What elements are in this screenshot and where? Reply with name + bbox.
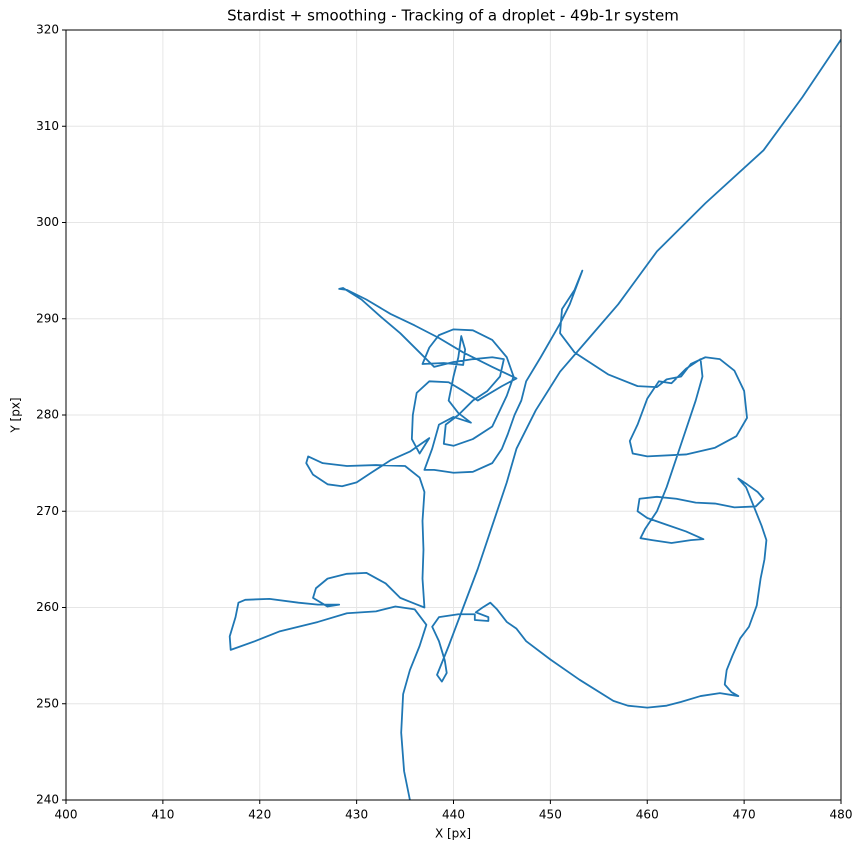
x-tick-label: 460	[636, 808, 659, 822]
y-tick-label: 250	[36, 696, 59, 710]
y-axis-label: Y [px]	[9, 397, 23, 433]
x-tick-label: 470	[733, 808, 756, 822]
y-tick-label: 240	[36, 793, 59, 807]
trajectory-line	[228, 39, 841, 800]
y-tick-label: 290	[36, 311, 59, 325]
y-tick-label: 320	[36, 23, 59, 37]
plot-area	[228, 39, 841, 800]
x-tick-label: 410	[151, 808, 174, 822]
x-axis-label: X [px]	[435, 827, 471, 841]
y-tick-label: 310	[36, 119, 59, 133]
x-tick-label: 480	[830, 808, 853, 822]
x-tick-label: 450	[539, 808, 562, 822]
chart-title: Stardist + smoothing - Tracking of a dro…	[227, 7, 679, 25]
y-tick-label: 260	[36, 600, 59, 614]
x-tick-label: 440	[442, 808, 465, 822]
x-tick-label: 430	[345, 808, 368, 822]
y-tick-label: 280	[36, 408, 59, 422]
y-tick-label: 270	[36, 504, 59, 518]
y-tick-label: 300	[36, 215, 59, 229]
x-tick-label: 420	[248, 808, 271, 822]
x-tick-label: 400	[55, 808, 78, 822]
